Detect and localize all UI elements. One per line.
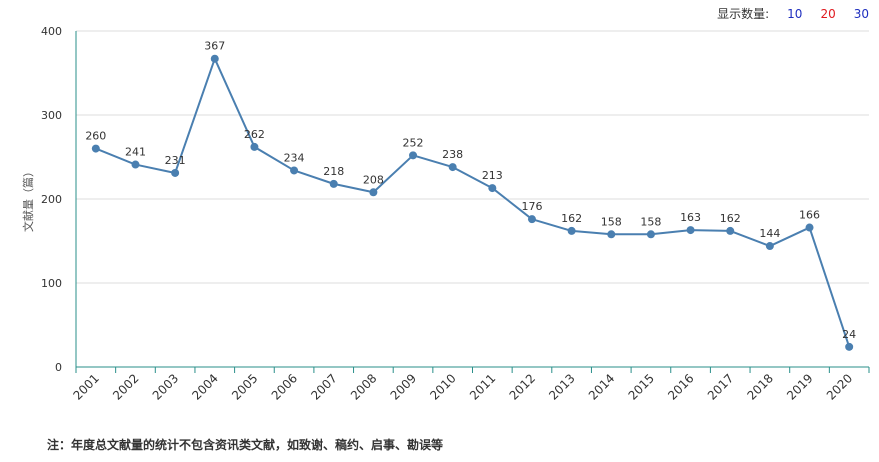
y-axis-label: 文献量（篇） — [21, 166, 35, 232]
data-label: 231 — [165, 154, 186, 167]
display-count-selector: 显示数量: 10 20 30 — [717, 5, 869, 22]
data-point — [488, 184, 497, 193]
x-tick-label: 2001 — [70, 371, 101, 402]
data-label: 158 — [640, 215, 661, 228]
x-tick-label: 2004 — [189, 371, 220, 402]
data-point — [567, 226, 576, 235]
x-tick-label: 2018 — [744, 371, 775, 402]
data-point — [409, 151, 418, 160]
data-label: 218 — [323, 165, 344, 178]
data-point — [369, 188, 378, 197]
data-point — [210, 54, 219, 63]
display-count-option-20[interactable]: 20 — [820, 6, 836, 21]
data-point — [290, 166, 299, 175]
display-count-label: 显示数量: — [717, 7, 770, 21]
data-point — [845, 342, 854, 351]
y-tick-label: 200 — [41, 193, 62, 206]
data-point — [765, 242, 774, 251]
data-label: 262 — [244, 128, 265, 141]
x-tick-label: 2002 — [110, 371, 141, 402]
footnote: 注：年度总文献量的统计不包含资讯类文献，如致谢、稿约、启事、勘误等 — [47, 438, 444, 452]
data-label: 241 — [125, 146, 146, 159]
data-point — [448, 163, 457, 172]
y-tick-label: 0 — [55, 361, 62, 374]
data-point — [131, 160, 140, 169]
x-tick-label: 2015 — [626, 371, 657, 402]
x-tick-label: 2016 — [665, 371, 696, 402]
data-label: 162 — [561, 212, 582, 225]
x-tick-label: 2019 — [784, 371, 815, 402]
x-tick-label: 2010 — [427, 371, 458, 402]
data-point — [607, 230, 616, 239]
data-point — [329, 179, 338, 188]
data-label: 213 — [482, 169, 503, 182]
data-label: 166 — [799, 209, 820, 222]
data-label: 208 — [363, 173, 384, 186]
data-label: 234 — [284, 151, 305, 164]
data-label: 238 — [442, 148, 463, 161]
x-tick-label: 2003 — [150, 371, 181, 402]
data-label: 176 — [521, 200, 542, 213]
x-tick-label: 2008 — [348, 371, 379, 402]
data-label: 260 — [85, 130, 106, 143]
x-tick-label: 2013 — [546, 371, 577, 402]
x-tick-label: 2020 — [824, 371, 855, 402]
data-point — [250, 142, 259, 151]
data-label: 158 — [601, 215, 622, 228]
display-count-option-10[interactable]: 10 — [787, 6, 803, 21]
data-label: 162 — [720, 212, 741, 225]
x-tick-label: 2009 — [388, 371, 419, 402]
data-point — [726, 226, 735, 235]
x-tick-label: 2005 — [229, 371, 260, 402]
x-tick-label: 2006 — [269, 371, 300, 402]
x-tick-label: 2014 — [586, 371, 617, 402]
line-chart: 0 100 200 300 400 2001 2002 2003 2004 2005 2006 200… — [21, 25, 870, 403]
y-tick-label: 300 — [41, 109, 62, 122]
x-tick-label: 2011 — [467, 371, 498, 402]
data-point — [171, 168, 180, 177]
y-tick-label: 400 — [41, 25, 62, 38]
data-point — [686, 226, 695, 235]
data-point — [646, 230, 655, 239]
data-point — [527, 215, 536, 224]
data-label: 367 — [204, 40, 225, 53]
y-tick-label: 100 — [41, 277, 62, 290]
x-tick-label: 2017 — [705, 371, 736, 402]
x-tick-label: 2007 — [308, 371, 339, 402]
x-tick-label: 2012 — [507, 371, 538, 402]
display-count-option-30[interactable]: 30 — [853, 6, 869, 21]
data-point — [91, 144, 100, 153]
data-label: 24 — [842, 328, 856, 341]
data-label: 252 — [403, 136, 424, 149]
data-label: 163 — [680, 211, 701, 224]
series-line — [95, 57, 851, 348]
data-point — [805, 223, 814, 232]
data-label: 144 — [759, 227, 780, 240]
